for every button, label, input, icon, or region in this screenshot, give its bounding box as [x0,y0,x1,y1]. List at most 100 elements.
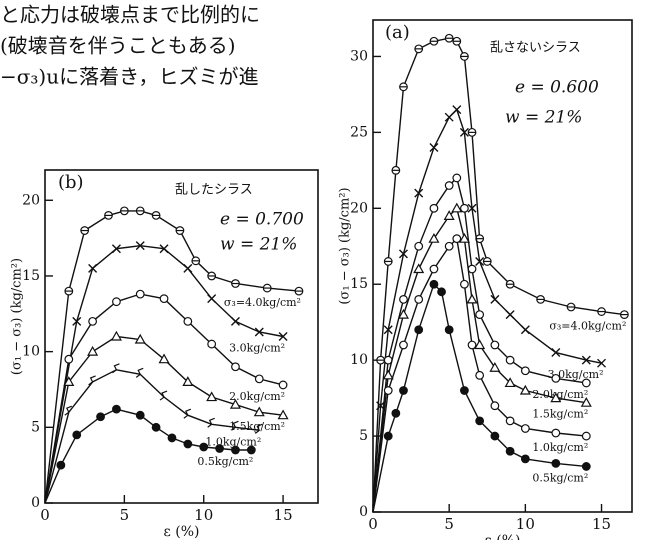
marker [551,459,561,468]
marker [429,264,439,274]
marker [215,444,224,453]
marker [183,263,193,273]
y-tick-label: 15 [22,268,40,284]
text-line: −σ₃)uに落着き，ヒズミが進 [0,65,259,89]
marker [96,412,105,422]
marker [460,52,469,61]
marker [398,249,408,259]
marker [111,244,121,254]
marker [466,293,478,304]
marker [437,287,446,297]
marker [452,105,462,115]
y-tick-label: 20 [350,200,368,216]
marker [490,294,500,304]
marker [88,375,96,386]
x-tick-label: 10 [194,506,213,524]
marker [475,256,485,266]
marker [581,462,591,471]
marker [231,279,240,288]
marker [278,380,288,390]
marker [452,173,462,183]
marker [475,310,485,319]
marker [597,358,607,368]
marker [88,263,98,273]
marker [460,279,469,289]
marker [475,370,485,380]
marker [550,392,562,403]
marker [253,406,265,417]
marker [254,374,264,384]
marker [206,391,218,402]
marker [467,340,477,350]
marker [414,188,424,198]
marker [429,203,439,213]
marker [383,386,393,395]
marker [207,294,217,304]
marker [254,423,263,434]
marker [231,445,240,455]
marker [112,363,120,374]
marker [134,333,146,344]
marker [490,401,500,411]
marker [490,431,500,441]
annotation: e = 0.700 [220,210,304,230]
y-tick-label: 25 [350,124,368,140]
marker [551,348,561,358]
marker [489,362,501,372]
y-tick-label: 10 [22,344,40,360]
marker [383,257,393,266]
annotation: 乱したシラス [175,183,253,198]
marker [183,439,193,449]
annotation: 乱さないシラス [490,41,581,56]
y-tick-label: 0 [31,495,40,511]
marker [135,410,145,420]
marker [520,325,530,335]
marker [399,295,408,304]
marker [158,353,170,364]
marker [460,203,469,213]
chart-title: (b) [58,172,84,193]
marker [135,289,145,299]
marker [581,355,591,365]
annotation: w = 21% [505,108,582,128]
marker [183,408,192,419]
marker [391,408,401,418]
marker [429,143,439,153]
marker [383,431,393,441]
marker [414,44,424,54]
series-label: 0.5kg/cm² [197,455,253,468]
marker [444,325,454,335]
marker [262,283,272,293]
marker [505,446,515,456]
marker [520,366,530,376]
marker [63,376,75,387]
marker [413,263,425,274]
marker [467,264,477,274]
marker [444,241,454,251]
marker [580,396,592,407]
marker [229,398,241,409]
marker [551,428,561,438]
marker [428,232,440,243]
y-tick-label: 30 [350,48,368,64]
marker [80,226,90,235]
marker [467,203,477,213]
marker [167,433,177,443]
marker [72,316,82,326]
y-tick-label: 20 [22,192,40,208]
marker [414,295,424,304]
x-tick-label: 0 [40,506,50,524]
marker [504,377,516,388]
marker [505,279,515,289]
marker [382,369,394,380]
marker [505,355,515,365]
marker [135,367,144,378]
marker [182,376,194,387]
marker [399,386,408,395]
marker [452,234,462,244]
marker [64,405,73,416]
curve [372,37,625,513]
marker [104,211,113,220]
marker [64,286,74,296]
series-label: 0.5kg/cm² [532,471,588,484]
